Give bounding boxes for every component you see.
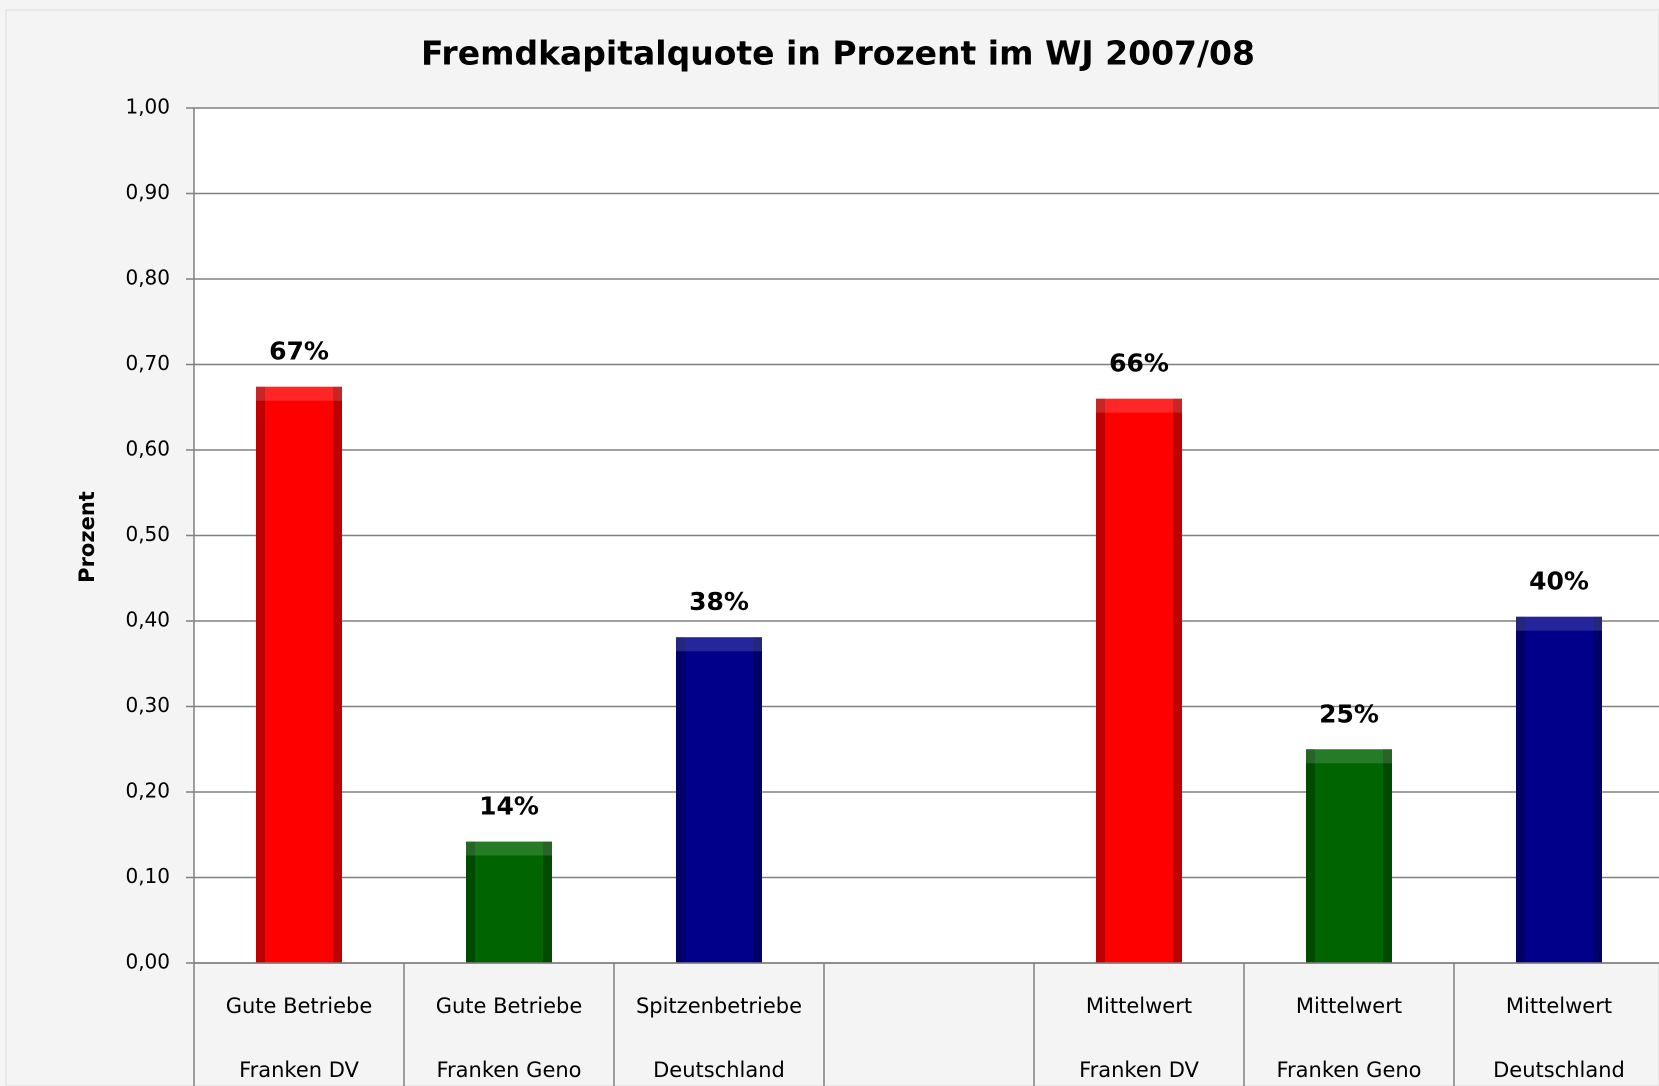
x-tick-label: Franken DV	[239, 1058, 359, 1082]
x-tick-label: Mittelwert	[1086, 994, 1192, 1018]
value-label: 66%	[1109, 349, 1169, 378]
bar-bevel	[466, 841, 552, 856]
y-axis-label: Prozent	[75, 491, 99, 583]
value-label: 67%	[269, 337, 329, 366]
bar-shade	[1593, 616, 1602, 963]
x-tick-label: Mittelwert	[1296, 994, 1402, 1018]
y-tick-label: 0,20	[125, 779, 170, 803]
value-label: 38%	[689, 587, 749, 616]
value-label: 25%	[1319, 699, 1379, 728]
bar	[676, 637, 762, 963]
y-tick-label: 1,00	[125, 95, 170, 119]
bar	[1306, 749, 1392, 963]
bar-shade	[676, 637, 685, 963]
bar-shade	[543, 841, 552, 963]
bar-shade	[1173, 398, 1182, 963]
bar-bevel	[1306, 749, 1392, 764]
x-tick-label: Gute Betriebe	[436, 994, 583, 1018]
x-tick-label: Franken DV	[1079, 1058, 1199, 1082]
bar	[1096, 398, 1182, 963]
value-label: 14%	[479, 792, 539, 821]
bar-shade	[753, 637, 762, 963]
y-tick-label: 0,30	[125, 693, 170, 717]
value-label: 40%	[1529, 567, 1589, 596]
bar-shade	[256, 386, 265, 964]
y-tick-label: 0,00	[125, 950, 170, 974]
y-tick-label: 0,90	[125, 180, 170, 204]
x-tick-label: Gute Betriebe	[226, 994, 373, 1018]
y-tick-label: 0,10	[125, 864, 170, 888]
y-tick-label: 0,50	[125, 522, 170, 546]
x-tick-label: Mittelwert	[1506, 994, 1612, 1018]
x-tick-label: Deutschland	[653, 1058, 785, 1082]
bar-bevel	[1516, 616, 1602, 631]
bar	[466, 841, 552, 963]
bar-bevel	[676, 637, 762, 652]
bar-bevel	[256, 386, 342, 401]
bar	[1516, 616, 1602, 963]
bar-bevel	[1096, 398, 1182, 413]
y-tick-label: 0,40	[125, 608, 170, 632]
y-tick-label: 0,60	[125, 437, 170, 461]
x-tick-label: Deutschland	[1493, 1058, 1625, 1082]
x-tick-label: Franken Geno	[436, 1058, 581, 1082]
bar-shade	[1306, 749, 1315, 963]
x-tick-label: Spitzenbetriebe	[636, 994, 802, 1018]
bar-shade	[333, 386, 342, 964]
y-tick-label: 0,70	[125, 351, 170, 375]
chart-title: Fremdkapitalquote in Prozent im WJ 2007/…	[421, 34, 1255, 73]
bar-shade	[1383, 749, 1392, 963]
bar-shade	[466, 841, 475, 963]
bar-shade	[1096, 398, 1105, 963]
x-tick-label: Franken Geno	[1276, 1058, 1421, 1082]
bar-shade	[1516, 616, 1525, 963]
y-tick-label: 0,80	[125, 266, 170, 290]
bar	[256, 386, 342, 964]
